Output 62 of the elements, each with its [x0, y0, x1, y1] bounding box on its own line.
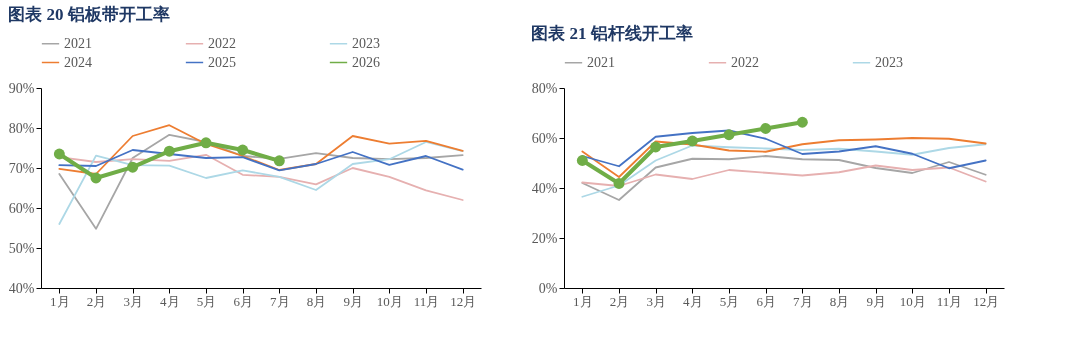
- x-tick-label: 5月: [719, 293, 740, 309]
- y-tick-label: 60%: [531, 130, 558, 146]
- point: [796, 116, 808, 128]
- x-tick-label: 3月: [646, 293, 666, 309]
- legend-label: 2026: [352, 54, 380, 70]
- y-tick-label: 20%: [531, 230, 558, 246]
- x-tick-label: 4月: [683, 293, 703, 309]
- legend-label: 2023: [352, 35, 380, 51]
- x-tick-label: 6月: [233, 293, 253, 309]
- point: [576, 155, 588, 166]
- legend-label: 2023: [875, 54, 903, 70]
- x-tick-label: 4月: [160, 293, 180, 309]
- point: [200, 137, 212, 149]
- x-tick-label: 10月: [899, 293, 926, 309]
- x-tick-label: 1月: [573, 293, 593, 309]
- legend-label: 2021: [587, 54, 615, 70]
- x-tick-label: 1月: [50, 293, 70, 309]
- x-tick-label: 3月: [123, 293, 143, 309]
- y-tick-label: 70%: [8, 160, 35, 176]
- legend-label: 2021: [64, 35, 92, 51]
- y-tick-label: 40%: [8, 280, 35, 296]
- line-series: [581, 164, 987, 187]
- x-tick-label: 9月: [343, 293, 363, 309]
- y-tick-label: 60%: [8, 200, 35, 216]
- point: [613, 178, 625, 189]
- y-tick-label: 50%: [8, 240, 35, 256]
- x-tick-label: 7月: [270, 293, 290, 309]
- x-tick-label: 7月: [793, 293, 813, 309]
- x-tick-label: 2月: [86, 293, 107, 309]
- legend-label: 2022: [208, 35, 236, 51]
- point: [237, 144, 249, 156]
- x-tick-label: 6月: [756, 293, 776, 309]
- line-series: [581, 155, 987, 201]
- x-tick-label: 2月: [609, 293, 630, 309]
- legend-label: 2024: [64, 54, 92, 70]
- point: [760, 123, 772, 134]
- point: [163, 145, 175, 157]
- x-tick-label: 5月: [196, 293, 217, 309]
- legend-label: 2025: [208, 54, 236, 70]
- legend-label: 2022: [731, 54, 759, 70]
- point: [53, 148, 65, 160]
- point: [650, 141, 662, 153]
- x-tick-label: 11月: [936, 293, 963, 309]
- x-tick-label: 8月: [829, 293, 850, 309]
- y-tick-label: 40%: [531, 180, 558, 196]
- x-tick-label: 12月: [973, 293, 1000, 309]
- y-tick-label: 0%: [538, 280, 558, 296]
- x-tick-label: 11月: [413, 293, 440, 309]
- y-tick-label: 90%: [8, 80, 35, 96]
- point: [686, 135, 698, 147]
- x-tick-label: 9月: [866, 293, 886, 309]
- chart-title: 图表 20 铝板带开工率: [8, 5, 170, 24]
- x-tick-label: 12月: [450, 293, 477, 309]
- point: [723, 129, 735, 141]
- chart-title: 图表 21 铝杆线开工率: [531, 24, 693, 43]
- point: [90, 172, 102, 184]
- y-tick-label: 80%: [531, 80, 558, 96]
- x-tick-label: 8月: [306, 293, 327, 309]
- point: [273, 155, 285, 167]
- point: [127, 161, 139, 173]
- y-tick-label: 80%: [8, 120, 35, 136]
- x-tick-label: 10月: [376, 293, 403, 309]
